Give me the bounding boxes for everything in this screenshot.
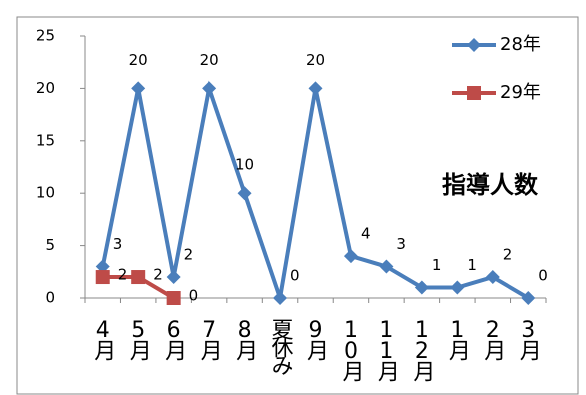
x-tick-label: 6月 [161,318,187,361]
data-label: 4 [361,225,371,243]
x-tick-label: 10月 [338,318,364,382]
marker [273,291,288,305]
marker [379,259,394,274]
marker [166,291,181,305]
data-label: 2 [118,266,128,284]
data-label: 20 [129,51,148,69]
y-tick-label: 5 [45,236,55,254]
data-label: 0 [538,267,548,285]
x-tick-label: 8月 [232,318,258,361]
data-label: 10 [235,156,254,174]
x-tick-label: 12月 [409,318,435,382]
data-label: 1 [467,256,477,274]
data-label: 3 [113,235,123,253]
x-tick-label: 夏休み [268,318,294,375]
data-label: 3 [396,235,406,253]
y-tick-label: 20 [36,79,55,97]
marker [485,270,500,285]
x-tick-label: 3月 [516,318,542,361]
data-label: 2 [153,266,163,284]
data-label: 0 [189,287,199,305]
legend-label: 29年 [500,82,541,103]
data-label: 20 [200,51,219,69]
x-tick-label: 2月 [480,318,506,361]
y-tick-label: 0 [45,289,55,307]
x-tick-label: 4月 [90,318,116,361]
marker [414,280,429,295]
x-tick-label: 7月 [197,318,223,361]
marker [343,249,358,264]
data-label: 2 [184,246,194,264]
y-tick-label: 15 [36,131,55,149]
x-tick-label: 9月 [303,318,329,361]
chart-title: 指導人数 [442,171,539,199]
marker [450,280,465,295]
marker [467,38,481,52]
x-tick-label: 5月 [126,318,152,361]
legend [427,20,575,116]
marker [166,270,181,285]
marker [467,86,481,100]
marker [131,270,146,285]
marker [521,291,536,305]
marker [308,81,323,96]
x-tick-label: 1月 [445,318,471,361]
data-label: 20 [306,51,325,69]
data-label: 2 [503,246,513,264]
y-tick-label: 10 [36,184,55,202]
marker [202,81,217,96]
marker [95,270,110,285]
x-tick-label: 11月 [374,318,400,382]
data-label: 0 [290,267,300,285]
marker [131,81,146,96]
data-label: 1 [432,256,442,274]
marker [237,186,252,201]
y-tick-label: 25 [36,27,55,45]
legend-label: 28年 [500,34,541,55]
